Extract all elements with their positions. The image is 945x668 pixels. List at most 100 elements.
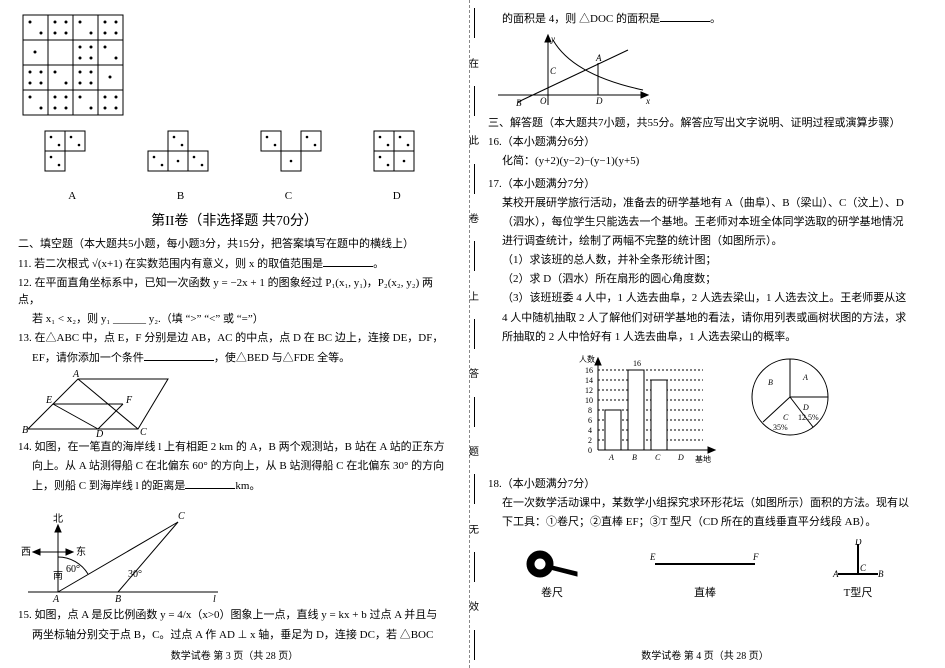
svg-text:D: D — [95, 429, 104, 439]
q14a: 14. 如图，在一笔直的海岸线 l 上有相距 2 km 的 A，B 两个观测站，… — [18, 439, 451, 456]
svg-text:10: 10 — [585, 396, 593, 405]
svg-text:A: A — [832, 569, 839, 579]
option-shape-b — [143, 126, 213, 186]
opt-d: D — [393, 190, 401, 202]
svg-text:西: 西 — [21, 547, 31, 558]
option-labels: A B C D — [18, 190, 451, 202]
q10-main-grid — [18, 10, 451, 120]
q17-s3c: 所抽取的 2 人中恰好有 1 人选去曲阜，1 人选去梁山的概率。 — [488, 329, 922, 346]
svg-text:B: B — [516, 98, 522, 108]
q11-text: 11. 若二次根式 √(x+1) 在实数范围内有意义，则 x 的取值范围是 — [18, 258, 323, 270]
svg-text:2: 2 — [588, 436, 592, 445]
q12a: 12. 在平面直角坐标系中，已知一次函数 y = −2x + 1 的图象经过 P… — [18, 275, 451, 309]
opt-a: A — [68, 190, 76, 202]
q15-cont-text: 的面积是 4，则 △DOC 的面积是 — [502, 13, 660, 25]
q15-cont: 的面积是 4，则 △DOC 的面积是。 — [488, 10, 922, 28]
svg-text:C: C — [550, 66, 557, 76]
svg-text:A: A — [608, 453, 614, 462]
q17-p2: （泗水），每位学生只能选去一个基地。王老师对本班全体同学选取的研学基地情况 — [488, 214, 922, 231]
svg-text:北: 北 — [53, 513, 63, 525]
tool-rod: E F 直棒 — [650, 544, 760, 600]
q17-p3: 进行调查统计，绘制了两幅不完整的统计图（如图所示）。 — [488, 233, 922, 250]
svg-text:E: E — [45, 395, 52, 406]
rod-label: 直棒 — [650, 584, 760, 600]
footer-left: 数学试卷 第 3 页（共 28 页） — [0, 647, 469, 662]
svg-text:B: B — [632, 453, 637, 462]
svg-text:30°: 30° — [128, 569, 142, 580]
svg-text:B: B — [115, 594, 121, 605]
svg-text:D: D — [854, 539, 862, 547]
tsquare-label: T型尺 — [828, 584, 888, 600]
q13c-text: ，使△BED 与△FDE 全等。 — [214, 352, 350, 364]
svg-text:A: A — [595, 53, 602, 63]
q13a: 13. 在△ABC 中，点 E，F 分别是边 AB，AC 的中点，点 D 在 B… — [18, 330, 451, 347]
q17-s2: （2）求 D（泗水）所在扇形的圆心角度数； — [488, 271, 922, 288]
q10-options-row — [18, 126, 451, 186]
svg-text:A: A — [72, 369, 80, 380]
q15b: 两坐标轴分别交于点 B，C。过点 A 作 AD ⊥ x 轴，垂足为 D，连接 D… — [18, 627, 451, 644]
svg-text:基地: 基地 — [695, 454, 711, 464]
svg-text:8: 8 — [588, 406, 592, 415]
q13b-text: EF，请你添加一个条件 — [32, 352, 144, 364]
svg-text:35%: 35% — [773, 423, 788, 432]
svg-text:C: C — [655, 453, 661, 462]
svg-text:B: B — [768, 378, 773, 387]
q14-unit: km。 — [235, 480, 260, 492]
svg-text:O: O — [540, 96, 547, 106]
q14c-text: 上，则船 C 到海岸线 l 的距离是 — [32, 480, 185, 492]
q14-blank — [185, 477, 235, 489]
svg-text:B: B — [22, 425, 28, 436]
q18-tools: 卷尺 EF 直棒 DACB T型尺 — [488, 539, 922, 600]
tool-tape: 卷尺 — [522, 544, 582, 600]
svg-text:4: 4 — [588, 426, 592, 435]
svg-text:16: 16 — [585, 366, 593, 375]
q17-s1: （1）求该班的总人数，并补全条形统计图； — [488, 252, 922, 269]
tool-tsquare: DACB T型尺 — [828, 539, 888, 600]
page-3: A B C D 第II卷（非选择题 共70分） 二、填空题（本大题共5小题，每小… — [0, 0, 470, 668]
svg-text:C: C — [783, 413, 789, 422]
q14c: 上，则船 C 到海岸线 l 的距离是 km。 — [18, 477, 451, 495]
q14b: 向上。从 A 站测得船 C 在北偏东 60° 的方向上，从 B 站测得船 C 在… — [18, 458, 451, 475]
q17-s3a: （3）该班班委 4 人中，1 人选去曲阜，2 人选去梁山，1 人选去汶上。王老师… — [488, 290, 922, 307]
q14-figure: 北 南 东 西 60° 30° A B C l — [18, 497, 451, 607]
q15a: 15. 如图，点 A 是反比例函数 y = 4/x（x>0）图象上一点，直线 y… — [18, 607, 451, 624]
svg-text:E: E — [650, 552, 656, 562]
section3-header: 三、解答题（本大题共7小题，共55分。解答应写出文字说明、证明过程或演算步骤） — [488, 115, 922, 132]
svg-text:x: x — [645, 96, 650, 106]
q13b: EF，请你添加一个条件 ，使△BED 与△FDE 全等。 — [18, 349, 451, 367]
q17-title: 17.（本小题满分7分） — [488, 176, 922, 193]
svg-text:16: 16 — [633, 359, 641, 368]
opt-c: C — [285, 190, 292, 202]
option-shape-d — [369, 126, 429, 186]
svg-text:A: A — [802, 373, 808, 382]
svg-text:y: y — [550, 34, 555, 44]
svg-text:东: 东 — [76, 545, 86, 558]
fillblank-header: 二、填空题（本大题共5小题，每小题3分，共15分，把答案填写在题中的横线上） — [18, 236, 451, 253]
svg-text:B: B — [878, 569, 884, 579]
footer-right: 数学试卷 第 4 页（共 28 页） — [470, 647, 940, 662]
svg-text:C: C — [140, 427, 147, 438]
svg-text:人数: 人数 — [579, 354, 595, 364]
svg-text:A: A — [52, 594, 60, 605]
svg-text:12.5%: 12.5% — [798, 413, 819, 422]
svg-text:6: 6 — [588, 416, 592, 425]
section2-title: 第II卷（非选择题 共70分） — [18, 210, 451, 230]
svg-text:60°: 60° — [66, 564, 80, 575]
q13-figure: A B C E F D — [18, 369, 451, 439]
svg-text:D: D — [802, 403, 809, 412]
svg-text:D: D — [677, 453, 684, 462]
svg-text:F: F — [125, 395, 133, 406]
svg-text:F: F — [752, 552, 759, 562]
svg-text:0: 0 — [588, 446, 592, 455]
q16-body: 化简：(y+2)(y−2)−(y−1)(y+5) — [488, 153, 922, 170]
svg-text:南: 南 — [53, 569, 63, 582]
opt-b: B — [177, 190, 184, 202]
svg-text:D: D — [595, 96, 603, 106]
tape-label: 卷尺 — [522, 584, 582, 600]
option-shape-a — [40, 126, 100, 186]
q18-p2: 下工具：①卷尺；②直棒 EF；③T 型尺（CD 所在的直线垂直平分线段 AB）。 — [488, 514, 922, 531]
svg-text:12: 12 — [585, 386, 593, 395]
bar-chart: 0246 810121416 人数 16 AB CD 基地 — [573, 350, 723, 470]
pie-chart: A B D C 12.5% 35% — [743, 350, 838, 445]
q15-figure: y x B O C A D — [488, 30, 922, 115]
